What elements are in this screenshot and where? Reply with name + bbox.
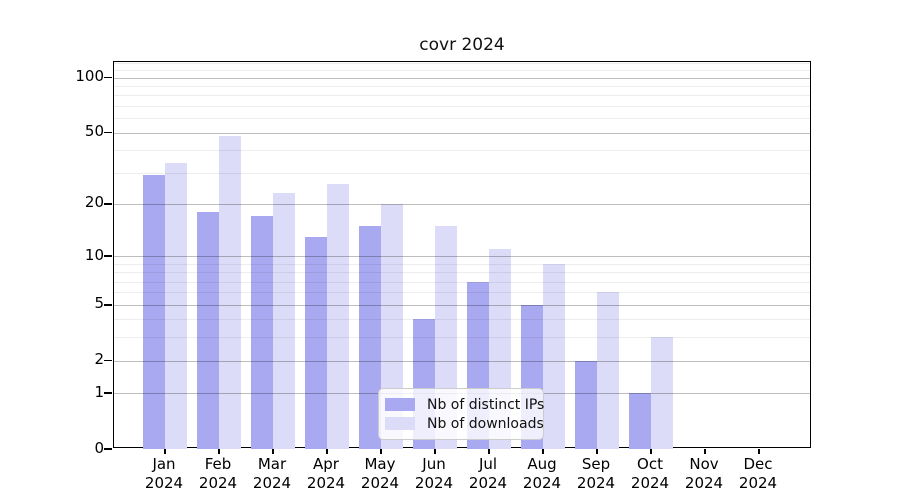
y-tick [104,76,112,79]
y-tick [104,359,112,362]
y-tick [104,392,112,394]
y-tick-label: 5 [94,294,104,313]
x-tick [164,449,166,454]
gridline-major [114,132,810,134]
x-tick-label: Mar 2024 [252,455,292,492]
gridline-minor [114,272,810,274]
legend-label-distinct-ips: Nb of distinct IPs [427,396,545,413]
legend-swatch-distinct-ips [385,398,415,411]
x-tick [650,449,652,454]
bar-ips-apr [305,236,327,449]
x-tick-label: Apr 2024 [306,455,346,492]
x-tick [542,449,544,454]
y-tick [104,255,112,257]
gridline-minor [114,95,810,97]
gridline-minor [114,69,810,71]
gridline-major [114,256,810,257]
x-tick-label: Jul 2024 [468,455,508,492]
gridline-major [114,360,810,362]
legend-swatch-downloads [385,417,415,430]
x-tick-label: May 2024 [360,455,400,492]
x-tick-label: Oct 2024 [630,455,670,492]
y-tick-label: 50 [84,122,104,140]
bar-downloads-may [381,203,403,449]
y-tick-label: 20 [84,193,104,212]
legend-label-downloads: Nb of downloads [427,415,544,432]
x-tick-label: Sep 2024 [576,455,616,492]
chart-title: covr 2024 [419,35,505,55]
x-tick-label: Jun 2024 [414,455,454,492]
y-tick-label: 0 [94,438,104,457]
x-tick [488,449,490,454]
legend: Nb of distinct IPs Nb of downloads [378,388,544,440]
bar-downloads-feb [219,135,241,449]
gridline-major [114,304,810,306]
x-tick-label: Feb 2024 [198,455,238,492]
x-tick-label: Nov 2024 [684,455,724,492]
bar-ips-jan [143,175,165,449]
x-tick [434,449,436,454]
x-tick-label: Jan 2024 [144,455,184,492]
gridline-minor [114,263,810,265]
x-tick [272,449,274,454]
x-tick [380,449,382,454]
bar-downloads-sep [597,292,619,449]
gridline-minor [114,150,810,152]
bar-downloads-apr [327,183,349,449]
bar-ips-feb [197,212,219,449]
gridline-minor [114,85,810,87]
gridline-minor [114,105,810,107]
gridline-minor [114,118,810,120]
x-tick-label: Dec 2024 [738,455,778,492]
gridline-minor [114,62,810,64]
gridline-major [114,77,810,79]
bar-ips-sep [575,360,597,449]
x-tick [596,449,598,454]
x-tick [758,449,760,454]
bar-ips-oct [629,393,651,449]
gridline-minor [114,319,810,321]
y-tick-label: 10 [84,245,104,264]
bar-ips-mar [251,216,273,449]
gridline-minor [114,292,810,294]
y-tick [104,131,112,134]
y-tick [104,448,112,450]
gridline-minor [114,172,810,174]
bar-downloads-aug [543,263,565,449]
bar-downloads-mar [273,193,295,449]
bar-downloads-jan [165,162,187,449]
y-tick [104,304,112,306]
gridline-minor [114,281,810,283]
gridline-major [114,203,810,205]
gridline-minor [114,337,810,339]
y-tick-label: 100 [75,67,104,85]
x-tick [326,449,328,454]
legend-row-distinct-ips: Nb of distinct IPs [385,395,544,414]
y-tick-label: 1 [94,382,104,401]
x-tick-label: Aug 2024 [522,455,562,492]
y-tick [104,203,112,205]
plot-area [104,61,811,454]
y-tick-label: 2 [94,350,104,369]
legend-row-downloads: Nb of downloads [385,414,544,433]
x-tick [704,449,706,454]
x-tick [218,449,220,454]
